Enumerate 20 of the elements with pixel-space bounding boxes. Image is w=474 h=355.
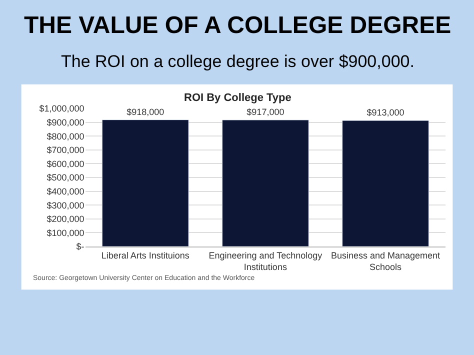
chart-subtitle: The ROI on a college degree is over $900,000.	[61, 52, 414, 71]
y-tick-label: $600,000	[46, 158, 84, 169]
y-tick-label: $800,000	[46, 131, 84, 142]
y-tick-label: $1,000,000	[39, 104, 84, 114]
y-tick-label: $500,000	[46, 172, 84, 183]
y-tick-label: $400,000	[46, 186, 84, 196]
text: ROI By College Type	[184, 92, 292, 104]
y-tick-label: $200,000	[46, 214, 84, 224]
y-tick-label: $700,000	[46, 145, 84, 156]
x-tick-label: Business and Management Schools	[330, 250, 441, 272]
data-label: $917,000	[246, 106, 284, 117]
data-label: $913,000	[366, 108, 404, 118]
x-tick-label: Liberal Arts Instituions	[101, 250, 190, 260]
chart-title: THE VALUE OF A COLLEGE DEGREE	[24, 12, 452, 39]
y-tick-label: $900,000	[46, 117, 84, 128]
data-label: $918,000	[126, 106, 164, 117]
x-tick-label: Engineering and Technology Institutions	[208, 250, 323, 272]
y-tick-label: $300,000	[46, 200, 84, 210]
y-tick-label: $100,000	[46, 228, 84, 238]
y-tick-label: $-	[76, 242, 84, 252]
